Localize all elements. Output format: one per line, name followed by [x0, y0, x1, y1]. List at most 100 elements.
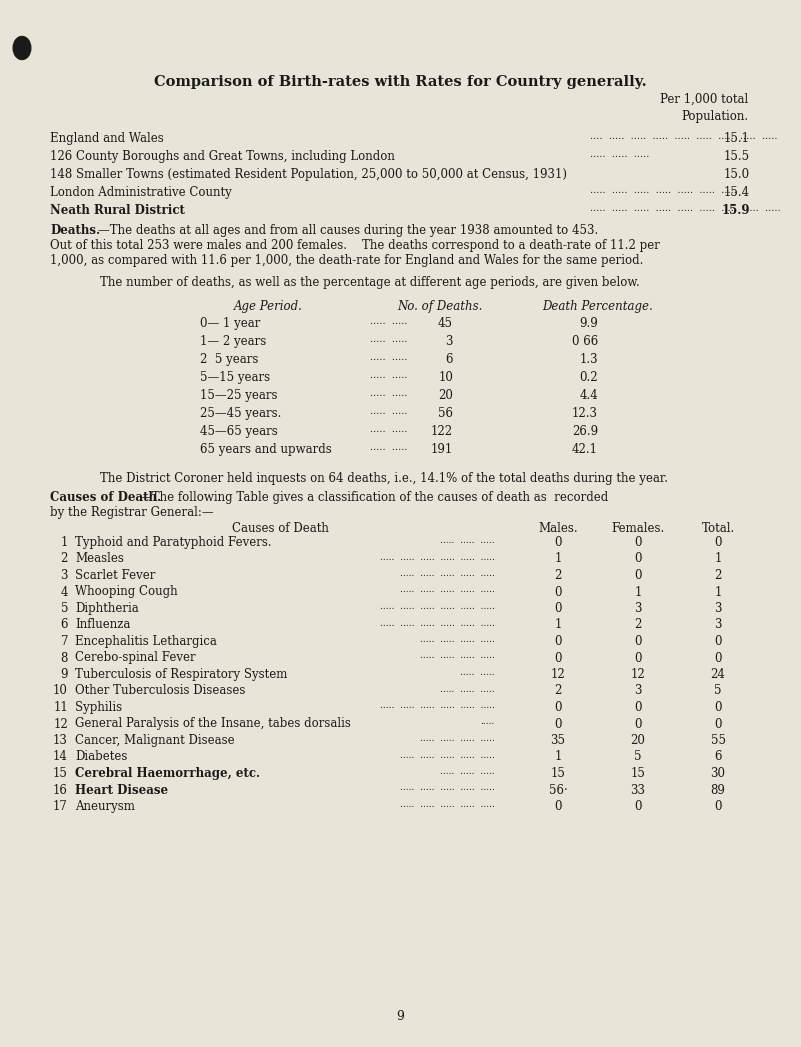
- Text: 15.4: 15.4: [724, 186, 750, 199]
- Text: 148 Smaller Towns (estimated Resident Population, 25,000 to 50,000 at Census, 19: 148 Smaller Towns (estimated Resident Po…: [50, 168, 567, 181]
- Text: 2: 2: [634, 619, 642, 631]
- Text: 13: 13: [53, 734, 68, 747]
- Text: Diabetes: Diabetes: [75, 751, 127, 763]
- Text: 2: 2: [554, 685, 562, 697]
- Text: 12.3: 12.3: [572, 407, 598, 420]
- Text: .....  .....: ..... .....: [370, 317, 408, 326]
- Text: 26.9: 26.9: [572, 425, 598, 438]
- Text: 15: 15: [630, 767, 646, 780]
- Text: 7: 7: [61, 634, 68, 648]
- Text: 89: 89: [710, 783, 726, 797]
- Text: 16: 16: [53, 783, 68, 797]
- Text: 0.2: 0.2: [579, 371, 598, 384]
- Text: 15.1: 15.1: [724, 132, 750, 144]
- Text: Comparison of Birth-rates with Rates for Country generally.: Comparison of Birth-rates with Rates for…: [154, 75, 646, 89]
- Text: .....  .....  .....  .....  .....  .....: ..... ..... ..... ..... ..... .....: [380, 619, 495, 627]
- Text: .....  .....  .....  .....  .....: ..... ..... ..... ..... .....: [400, 800, 495, 809]
- Text: 3: 3: [634, 685, 642, 697]
- Text: 0: 0: [634, 536, 642, 549]
- Text: 0: 0: [714, 701, 722, 714]
- Text: 1: 1: [61, 536, 68, 549]
- Text: 1: 1: [634, 585, 642, 599]
- Text: 3: 3: [445, 335, 453, 348]
- Text: Encephalitis Lethargica: Encephalitis Lethargica: [75, 634, 217, 648]
- Text: 1: 1: [554, 619, 562, 631]
- Text: Cancer, Malignant Disease: Cancer, Malignant Disease: [75, 734, 235, 747]
- Text: 45: 45: [438, 317, 453, 330]
- Text: 6: 6: [61, 619, 68, 631]
- Text: Whooping Cough: Whooping Cough: [75, 585, 178, 599]
- Text: .....: .....: [481, 717, 495, 727]
- Text: 0: 0: [714, 717, 722, 731]
- Text: .....  .....  .....: ..... ..... .....: [590, 150, 650, 159]
- Text: 10: 10: [438, 371, 453, 384]
- Text: The District Coroner held inquests on 64 deaths, i.e., 14.1% of the total deaths: The District Coroner held inquests on 64…: [100, 472, 668, 485]
- Text: Total.: Total.: [702, 522, 735, 535]
- Text: 8: 8: [61, 651, 68, 665]
- Text: 56: 56: [438, 407, 453, 420]
- Text: .....  .....  .....  .....  .....  .....  .....: ..... ..... ..... ..... ..... ..... ....…: [590, 186, 737, 195]
- Text: No. of Deaths.: No. of Deaths.: [397, 300, 483, 313]
- Text: 42.1: 42.1: [572, 443, 598, 456]
- Text: 6: 6: [445, 353, 453, 366]
- Text: .....  .....  .....  .....: ..... ..... ..... .....: [421, 734, 495, 743]
- Text: 0: 0: [634, 569, 642, 582]
- Circle shape: [13, 37, 30, 60]
- Text: 56·: 56·: [549, 783, 567, 797]
- Text: by the Registrar General:—: by the Registrar General:—: [50, 506, 214, 519]
- Text: .....  .....: ..... .....: [370, 389, 408, 398]
- Text: The number of deaths, as well as the percentage at different age periods, are gi: The number of deaths, as well as the per…: [100, 276, 640, 289]
- Text: 191: 191: [431, 443, 453, 456]
- Text: 0 66: 0 66: [572, 335, 598, 348]
- Text: 4.4: 4.4: [579, 389, 598, 402]
- Text: Death Percentage.: Death Percentage.: [542, 300, 654, 313]
- Text: 1: 1: [554, 553, 562, 565]
- Text: 9: 9: [61, 668, 68, 681]
- Text: 12: 12: [550, 668, 566, 681]
- Text: 1: 1: [714, 553, 722, 565]
- Text: Females.: Females.: [611, 522, 665, 535]
- Text: 122: 122: [431, 425, 453, 438]
- Text: 33: 33: [630, 783, 646, 797]
- Text: 2: 2: [714, 569, 722, 582]
- Text: Typhoid and Paratyphoid Fevers.: Typhoid and Paratyphoid Fevers.: [75, 536, 272, 549]
- Text: 0: 0: [554, 701, 562, 714]
- Text: 0: 0: [634, 701, 642, 714]
- Text: .....  .....  .....  .....: ..... ..... ..... .....: [421, 634, 495, 644]
- Text: 11: 11: [53, 701, 68, 714]
- Text: 15.9: 15.9: [722, 204, 750, 217]
- Text: 5—15 years: 5—15 years: [200, 371, 270, 384]
- Text: 12: 12: [53, 717, 68, 731]
- Text: .....  .....: ..... .....: [370, 407, 408, 416]
- Text: 15: 15: [53, 767, 68, 780]
- Text: .....  .....: ..... .....: [370, 425, 408, 435]
- Text: .....  .....  .....  .....  .....: ..... ..... ..... ..... .....: [400, 585, 495, 595]
- Text: .....  .....  .....: ..... ..... .....: [441, 767, 495, 776]
- Text: Measles: Measles: [75, 553, 124, 565]
- Text: Cerebo-spinal Fever: Cerebo-spinal Fever: [75, 651, 195, 665]
- Text: 65 years and upwards: 65 years and upwards: [200, 443, 332, 456]
- Text: 0: 0: [714, 634, 722, 648]
- Text: 15.5: 15.5: [724, 150, 750, 163]
- Text: 30: 30: [710, 767, 726, 780]
- Text: Per 1,000 total
Population.: Per 1,000 total Population.: [660, 93, 748, 122]
- Text: 1.3: 1.3: [579, 353, 598, 366]
- Text: 3: 3: [714, 619, 722, 631]
- Text: Heart Disease: Heart Disease: [75, 783, 168, 797]
- Text: .....  .....  .....  .....  .....  .....: ..... ..... ..... ..... ..... .....: [380, 553, 495, 561]
- Text: 0: 0: [634, 634, 642, 648]
- Text: 0: 0: [634, 553, 642, 565]
- Text: .....  .....  .....  .....  .....  .....  .....  .....  .....: ..... ..... ..... ..... ..... ..... ....…: [590, 204, 781, 213]
- Text: .....  .....: ..... .....: [370, 443, 408, 452]
- Text: Aneurysm: Aneurysm: [75, 800, 135, 814]
- Text: 5: 5: [61, 602, 68, 615]
- Text: Scarlet Fever: Scarlet Fever: [75, 569, 155, 582]
- Text: 3: 3: [714, 602, 722, 615]
- Text: .....  .....  .....  .....: ..... ..... ..... .....: [421, 651, 495, 661]
- Text: Causes of Death: Causes of Death: [231, 522, 328, 535]
- Text: 0: 0: [714, 800, 722, 814]
- Text: ....  .....  .....  .....  .....  .....  .....  .....  .....: .... ..... ..... ..... ..... ..... .....…: [590, 132, 778, 141]
- Text: 12: 12: [630, 668, 646, 681]
- Text: 0: 0: [554, 602, 562, 615]
- Text: Cerebral Haemorrhage, etc.: Cerebral Haemorrhage, etc.: [75, 767, 260, 780]
